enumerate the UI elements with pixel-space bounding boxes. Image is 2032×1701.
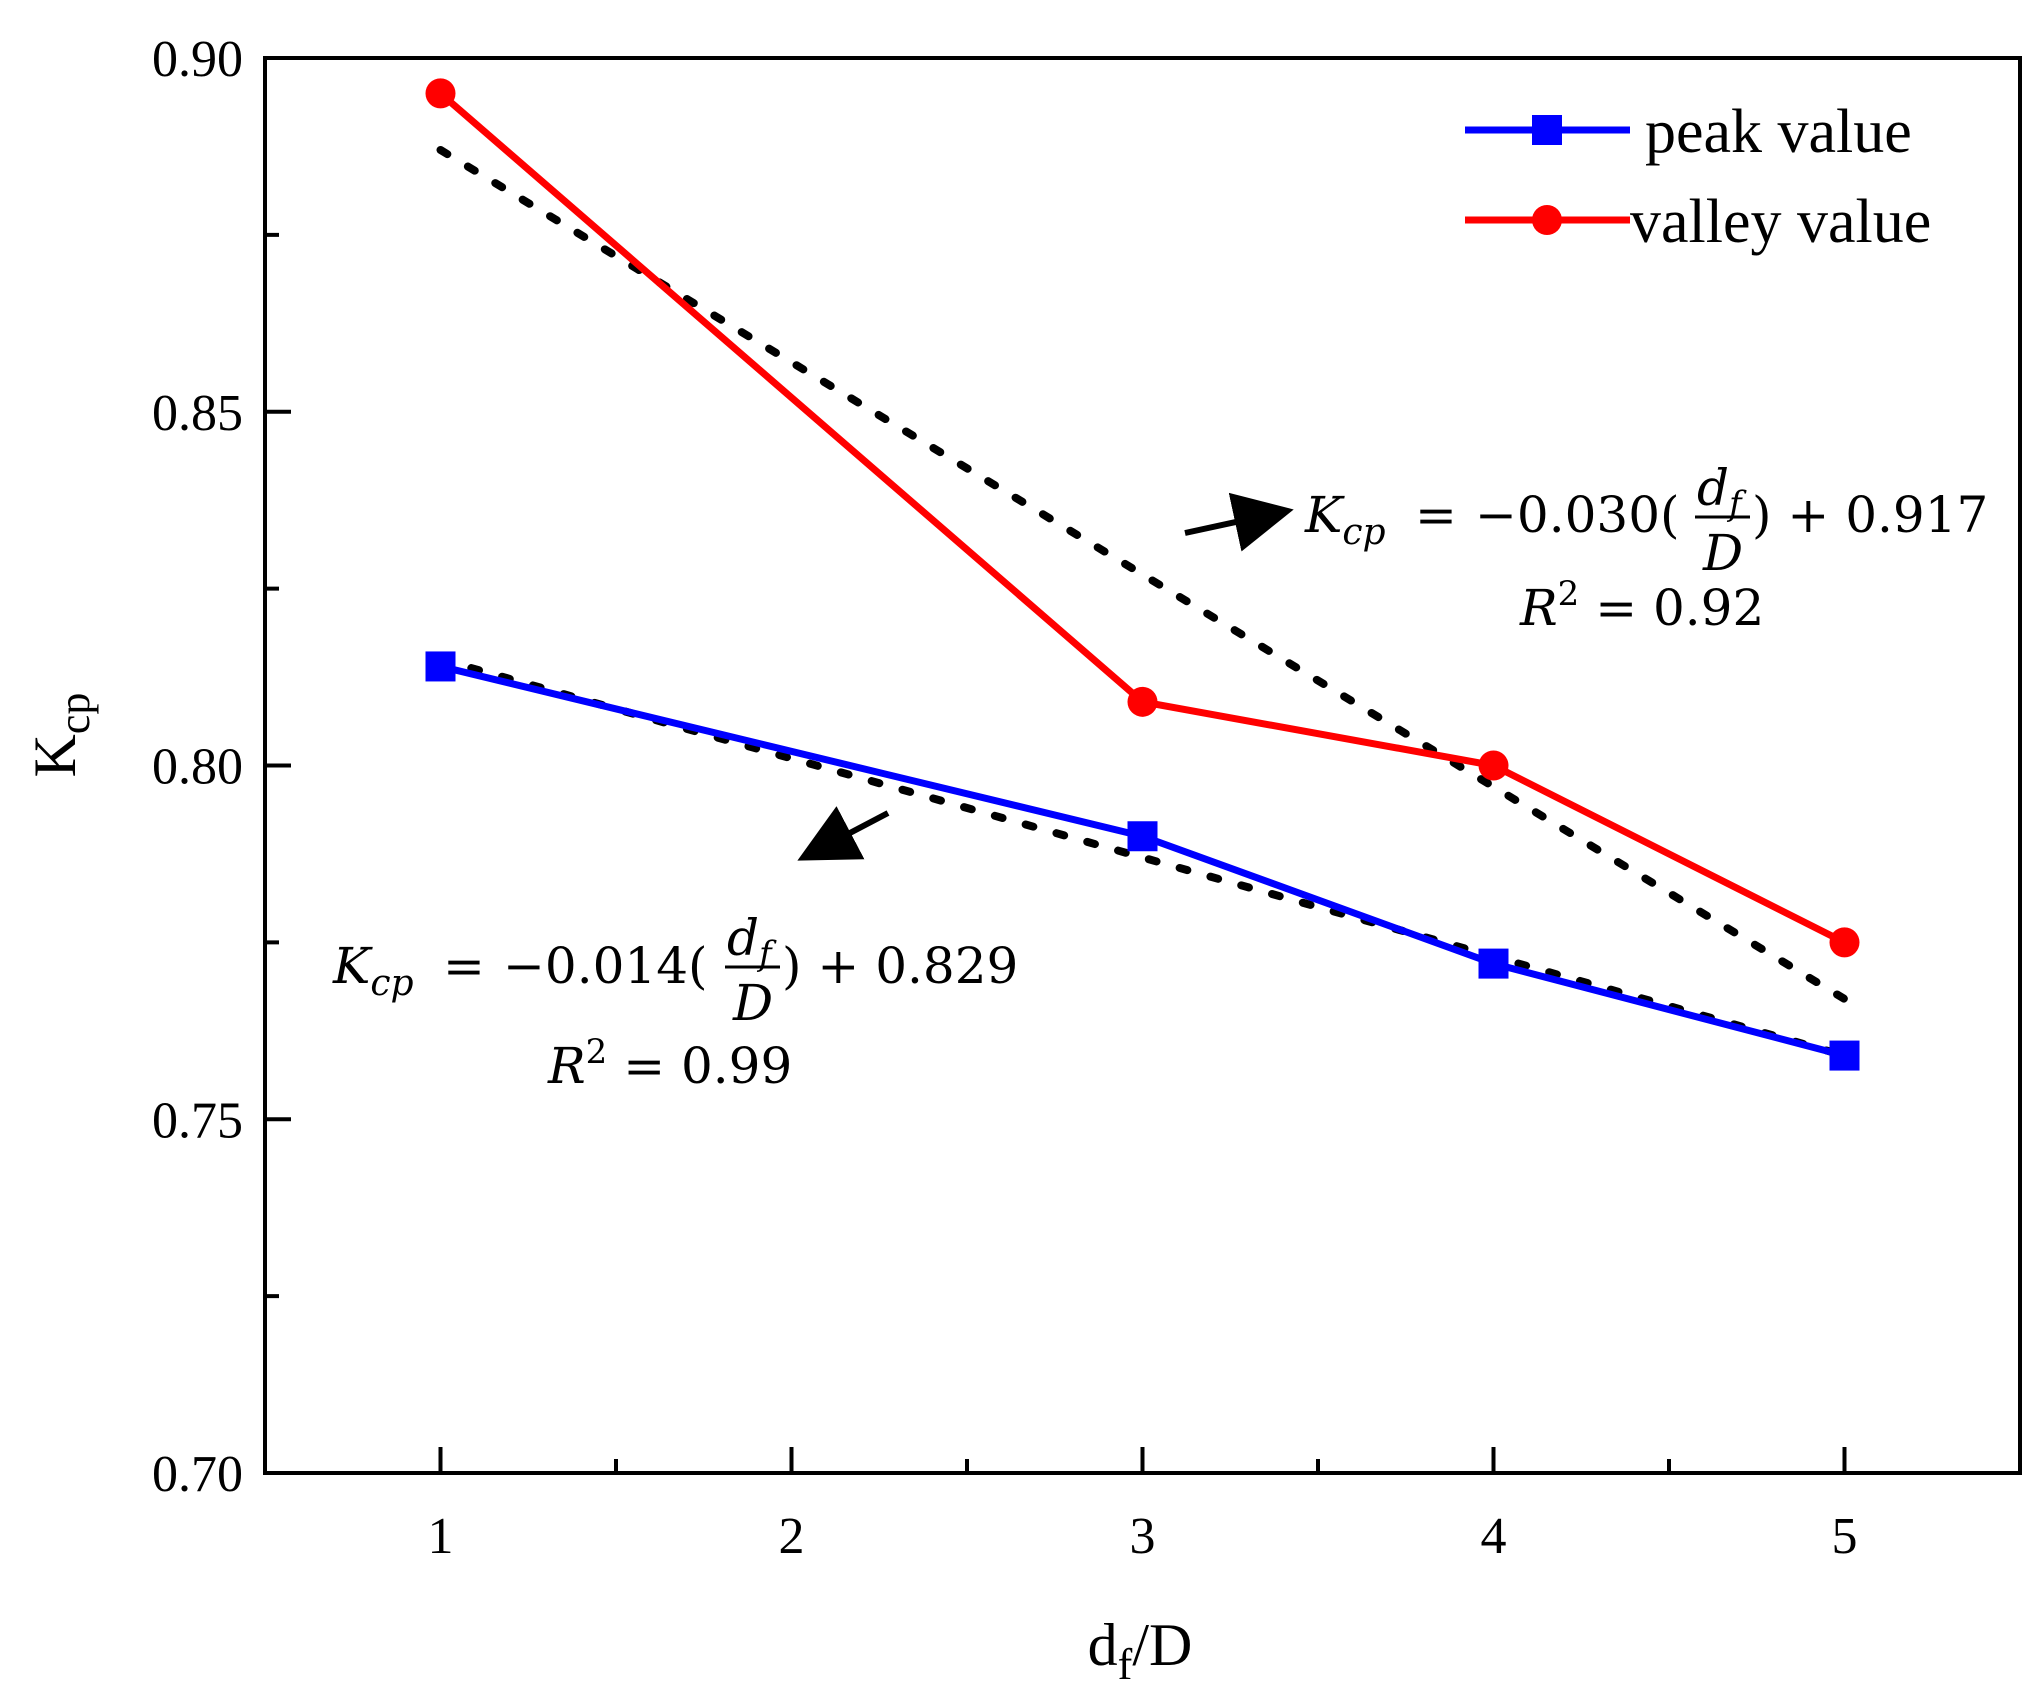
valley-annotation-arrow: [1184, 492, 1294, 552]
peak-eq-frac-num: df: [727, 909, 777, 974]
axis-ticks: [265, 56, 1847, 1475]
valley-eq-lhs: Kcp: [1304, 486, 1386, 553]
peak-annotation-arrow: [797, 806, 890, 861]
data-point: [1478, 750, 1509, 781]
data-point: [1829, 1040, 1860, 1071]
valley-eq-frac-num: df: [1697, 459, 1747, 524]
x-tick-label: 5: [1832, 1508, 1858, 1565]
valley-eq-r2: R2 = 0.92: [1519, 574, 1764, 637]
x-tick-label: 4: [1481, 1508, 1507, 1565]
y-tick-label: 0.70: [152, 1446, 243, 1503]
peak-eq-equals: =: [443, 937, 485, 995]
y-tick-label: 0.75: [152, 1092, 243, 1149]
peak-eq-rest: ) + 0.829: [782, 937, 1018, 995]
legend: peak value valley value: [1465, 98, 1931, 256]
plot-frame: [263, 56, 2022, 1475]
legend-marker-peak: [1532, 115, 1562, 145]
y-tick-label: 0.85: [152, 385, 243, 442]
axis-tick-labels: 1 2 3 4 5 0.70 0.75 0.80 0.85 0.90: [152, 31, 1858, 1565]
x-tick-label: 2: [779, 1508, 805, 1565]
valley-eq-coef: −0.030(: [1475, 486, 1680, 544]
data-point: [425, 651, 456, 682]
data-point: [425, 78, 456, 109]
y-tick-label: 0.80: [152, 739, 243, 796]
data-point: [1478, 948, 1509, 979]
data-point: [1127, 821, 1158, 852]
legend-label-valley: valley value: [1630, 188, 1931, 256]
peak-eq-lhs: Kcp: [332, 937, 414, 1004]
fit-lines: [436, 145, 1849, 1060]
valley-eq-frac-den: D: [1702, 524, 1743, 582]
valley-fit-annotation: Kcp = −0.030( df D ) + 0.917 R2 = 0.92: [1184, 459, 1988, 637]
data-point: [1127, 686, 1158, 717]
x-tick-label: 1: [428, 1508, 454, 1565]
peak-eq-r2: R2 = 0.99: [547, 1032, 792, 1095]
data-series: [425, 78, 1860, 1071]
x-tick-label: 3: [1130, 1508, 1156, 1565]
peak-eq-coef: −0.014(: [503, 937, 708, 995]
peak-fit-annotation: Kcp = −0.014( df D ) + 0.829 R2 = 0.99: [332, 806, 1018, 1095]
x-axis-title: df/D: [1088, 1612, 1193, 1689]
valley-eq-rest: ) + 0.917: [1752, 486, 1988, 544]
data-point: [1829, 927, 1860, 958]
series-line: [438, 90, 1847, 946]
fit-line: [436, 655, 1849, 1060]
series-line: [439, 663, 1846, 1059]
peak-eq-frac-den: D: [732, 974, 773, 1032]
legend-marker-valley: [1532, 205, 1562, 235]
y-axis-title: Kcp: [22, 693, 99, 778]
legend-label-peak: peak value: [1645, 98, 1912, 166]
y-tick-label: 0.90: [152, 31, 243, 88]
valley-eq-equals: =: [1415, 486, 1457, 544]
